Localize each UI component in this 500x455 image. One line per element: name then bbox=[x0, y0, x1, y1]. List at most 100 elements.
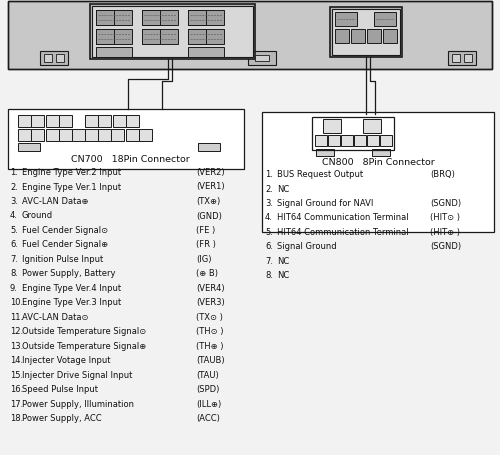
Text: Injecter Drive Signal Input: Injecter Drive Signal Input bbox=[22, 370, 132, 379]
Text: 3: 3 bbox=[102, 117, 107, 126]
Text: CN800   8Pin Connector: CN800 8Pin Connector bbox=[322, 157, 434, 167]
Bar bbox=[92, 7, 253, 58]
Bar bbox=[139, 130, 152, 142]
Bar bbox=[316, 150, 334, 157]
Text: (GND): (GND) bbox=[196, 211, 222, 220]
Text: Power Supply, ACC: Power Supply, ACC bbox=[22, 414, 102, 423]
Text: CN700   18Pin Connector: CN700 18Pin Connector bbox=[70, 155, 190, 164]
Text: (SGND): (SGND) bbox=[430, 198, 461, 207]
Bar bbox=[332, 10, 400, 56]
Bar bbox=[31, 116, 44, 128]
Text: 8.: 8. bbox=[265, 271, 273, 280]
Text: (VER3): (VER3) bbox=[196, 298, 225, 307]
Text: 1: 1 bbox=[130, 117, 135, 126]
Text: NC: NC bbox=[277, 271, 289, 280]
Bar bbox=[335, 13, 357, 27]
Text: 15.: 15. bbox=[10, 370, 23, 379]
Bar bbox=[40, 52, 68, 66]
Bar bbox=[142, 30, 178, 45]
Bar bbox=[98, 116, 111, 128]
Text: 13: 13 bbox=[88, 131, 96, 136]
Text: 1: 1 bbox=[370, 121, 374, 130]
Text: 11.: 11. bbox=[10, 312, 23, 321]
Text: (TAU): (TAU) bbox=[196, 370, 219, 379]
Bar bbox=[96, 30, 114, 45]
Bar bbox=[323, 120, 341, 134]
Bar bbox=[188, 48, 224, 58]
Bar bbox=[59, 130, 72, 142]
Bar bbox=[56, 55, 64, 63]
Bar bbox=[126, 130, 139, 142]
Bar bbox=[142, 11, 178, 26]
Bar bbox=[374, 13, 396, 27]
Text: 4.: 4. bbox=[10, 211, 18, 220]
Text: (BRQ): (BRQ) bbox=[430, 170, 455, 179]
Text: 9.: 9. bbox=[10, 283, 18, 293]
Text: HIT64 Communication Terminal: HIT64 Communication Terminal bbox=[277, 213, 408, 222]
Bar bbox=[372, 150, 390, 157]
Text: 14: 14 bbox=[74, 131, 82, 136]
Text: 7.: 7. bbox=[265, 257, 273, 265]
Bar bbox=[8, 110, 244, 170]
Text: (TAUB): (TAUB) bbox=[196, 356, 224, 365]
Bar bbox=[96, 30, 132, 45]
Text: Power Supply, Illumination: Power Supply, Illumination bbox=[22, 399, 134, 408]
Text: 16.: 16. bbox=[10, 384, 23, 394]
Bar bbox=[448, 52, 476, 66]
Text: (TX⊙ ): (TX⊙ ) bbox=[196, 312, 223, 321]
Text: Ground: Ground bbox=[22, 211, 53, 220]
Text: (HIT⊕ ): (HIT⊕ ) bbox=[430, 228, 460, 237]
Text: 5: 5 bbox=[358, 136, 362, 143]
Bar bbox=[335, 30, 349, 44]
Bar bbox=[383, 30, 397, 44]
Bar bbox=[59, 116, 72, 128]
Text: (SPD): (SPD) bbox=[196, 384, 220, 394]
Text: Power Supply, Battery: Power Supply, Battery bbox=[22, 269, 116, 278]
Text: (⊕ B): (⊕ B) bbox=[196, 269, 218, 278]
Bar bbox=[188, 30, 206, 45]
Bar bbox=[452, 55, 460, 63]
Text: 17.: 17. bbox=[10, 399, 23, 408]
Text: 5.: 5. bbox=[265, 228, 273, 237]
Text: 8: 8 bbox=[22, 117, 27, 126]
Text: Speed Pulse Input: Speed Pulse Input bbox=[22, 384, 98, 394]
Bar bbox=[188, 30, 224, 45]
Bar bbox=[44, 55, 52, 63]
Bar bbox=[72, 130, 85, 142]
Text: 13.: 13. bbox=[10, 341, 23, 350]
Text: (SGND): (SGND) bbox=[430, 242, 461, 251]
Text: (TH⊕ ): (TH⊕ ) bbox=[196, 341, 224, 350]
Bar bbox=[96, 11, 132, 26]
Text: 10.: 10. bbox=[10, 298, 23, 307]
Bar bbox=[31, 130, 44, 142]
Text: Signal Ground for NAVI: Signal Ground for NAVI bbox=[277, 198, 374, 207]
Text: 2: 2 bbox=[117, 117, 122, 126]
Bar bbox=[85, 130, 98, 142]
Text: 6.: 6. bbox=[10, 240, 18, 249]
Text: 6.: 6. bbox=[265, 242, 273, 251]
Bar bbox=[188, 11, 224, 26]
Text: 1.: 1. bbox=[10, 167, 18, 177]
Text: Engine Type Ver.1 Input: Engine Type Ver.1 Input bbox=[22, 182, 121, 191]
Text: 2: 2 bbox=[330, 121, 334, 130]
Text: Engine Type Ver.3 Input: Engine Type Ver.3 Input bbox=[22, 298, 121, 307]
Text: Signal Ground: Signal Ground bbox=[277, 242, 336, 251]
Text: Engine Type Ver.2 Input: Engine Type Ver.2 Input bbox=[22, 167, 121, 177]
Text: (HIT⊙ ): (HIT⊙ ) bbox=[430, 213, 460, 222]
Text: (FR ): (FR ) bbox=[196, 240, 216, 249]
Text: 3: 3 bbox=[384, 136, 388, 143]
Text: 11: 11 bbox=[114, 131, 122, 136]
Text: (TX⊕): (TX⊕) bbox=[196, 197, 220, 206]
Text: 10: 10 bbox=[128, 131, 136, 136]
Text: AVC-LAN Data⊕: AVC-LAN Data⊕ bbox=[22, 197, 88, 206]
Bar bbox=[464, 55, 472, 63]
Bar bbox=[113, 116, 126, 128]
Text: 8.: 8. bbox=[10, 269, 18, 278]
Text: (FE ): (FE ) bbox=[196, 226, 215, 234]
Text: Fuel Cender Signal⊕: Fuel Cender Signal⊕ bbox=[22, 240, 108, 249]
Bar bbox=[126, 116, 139, 128]
Text: 17: 17 bbox=[34, 131, 42, 136]
Text: Fuel Cender Signal⊙: Fuel Cender Signal⊙ bbox=[22, 226, 108, 234]
Text: 18: 18 bbox=[20, 131, 28, 136]
Text: 1.: 1. bbox=[265, 170, 273, 179]
